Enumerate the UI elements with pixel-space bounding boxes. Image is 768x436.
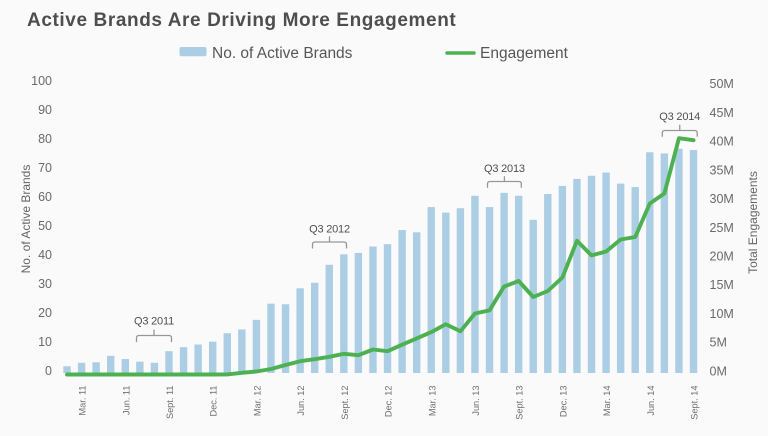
svg-text:Q3 2012: Q3 2012: [309, 223, 350, 235]
svg-text:Mar. 12: Mar. 12: [252, 386, 262, 417]
svg-text:Q3 2013: Q3 2013: [484, 163, 525, 175]
svg-text:Mar. 11: Mar. 11: [78, 386, 88, 416]
svg-text:50: 50: [38, 219, 52, 233]
svg-text:Mar. 14: Mar. 14: [602, 386, 612, 417]
svg-text:Jun. 14: Jun. 14: [646, 386, 656, 416]
svg-text:30: 30: [38, 277, 52, 291]
svg-text:Engagement: Engagement: [480, 45, 569, 62]
svg-text:No. of Active Brands: No. of Active Brands: [19, 165, 33, 274]
svg-text:30M: 30M: [710, 192, 734, 206]
svg-text:Sept. 11: Sept. 11: [165, 386, 175, 420]
svg-text:20M: 20M: [710, 249, 734, 263]
svg-text:Jun. 12: Jun. 12: [296, 386, 306, 416]
svg-text:15M: 15M: [710, 278, 734, 292]
svg-text:0M: 0M: [710, 364, 727, 378]
svg-text:Sept. 12: Sept. 12: [340, 386, 350, 420]
svg-text:100: 100: [31, 74, 52, 88]
svg-text:80: 80: [38, 132, 52, 146]
svg-text:Q3 2014: Q3 2014: [659, 111, 700, 123]
svg-text:40: 40: [38, 248, 52, 262]
svg-text:20: 20: [38, 306, 52, 320]
svg-text:35M: 35M: [710, 163, 734, 177]
svg-text:Dec. 11: Dec. 11: [209, 386, 219, 417]
svg-text:Mar. 13: Mar. 13: [427, 386, 437, 417]
svg-text:No. of Active Brands: No. of Active Brands: [212, 45, 353, 62]
svg-text:Q3 2011: Q3 2011: [134, 316, 174, 328]
svg-text:45M: 45M: [710, 106, 734, 120]
svg-text:Jun. 11: Jun. 11: [121, 386, 131, 415]
svg-text:50M: 50M: [710, 77, 734, 91]
svg-text:Sept. 13: Sept. 13: [515, 386, 525, 420]
svg-text:Dec. 12: Dec. 12: [384, 386, 394, 418]
svg-text:Dec. 13: Dec. 13: [558, 386, 568, 418]
svg-text:90: 90: [38, 103, 52, 117]
svg-text:10: 10: [38, 335, 52, 349]
svg-text:25M: 25M: [710, 221, 734, 235]
svg-text:Sept. 14: Sept. 14: [690, 386, 700, 420]
svg-text:Active Brands Are Driving More: Active Brands Are Driving More Engagemen…: [27, 10, 456, 31]
svg-text:10M: 10M: [710, 307, 734, 321]
svg-text:70: 70: [38, 161, 52, 175]
svg-text:60: 60: [38, 190, 52, 204]
svg-text:Jun. 13: Jun. 13: [471, 386, 481, 416]
svg-text:5M: 5M: [710, 336, 727, 350]
svg-text:Total Engagements: Total Engagements: [746, 171, 760, 274]
svg-text:0: 0: [45, 364, 52, 378]
svg-text:40M: 40M: [710, 135, 734, 149]
